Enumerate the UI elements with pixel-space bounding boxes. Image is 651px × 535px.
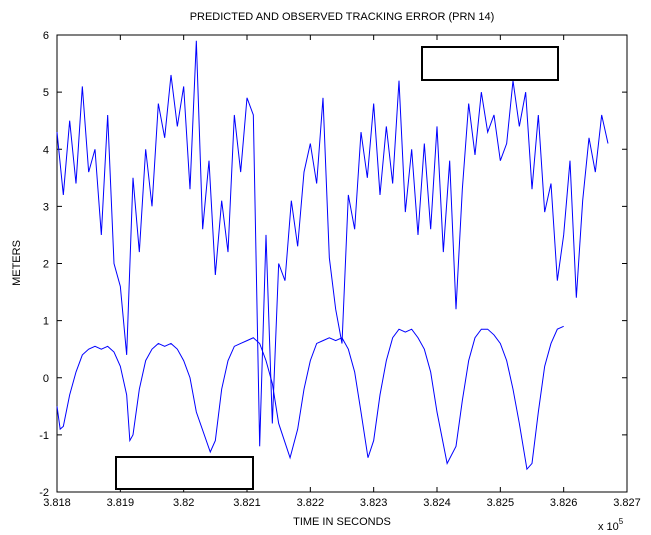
x-tick-label: 3.824 bbox=[423, 497, 451, 509]
x-tick-label: 3.823 bbox=[360, 497, 388, 509]
x-tick-label: 3.826 bbox=[550, 497, 578, 509]
x-tick-label: 3.821 bbox=[233, 497, 261, 509]
y-tick-label: 1 bbox=[43, 316, 49, 328]
x-multiplier: x 105 bbox=[598, 517, 624, 533]
plot-area bbox=[56, 34, 628, 493]
y-tick-label: 5 bbox=[43, 87, 49, 99]
x-tick-label: 3.825 bbox=[487, 497, 515, 509]
y-tick-label: 0 bbox=[43, 373, 49, 385]
y-tick-label: 2 bbox=[43, 259, 49, 271]
y-tick-label: 4 bbox=[43, 144, 49, 156]
x-tick-label: 3.819 bbox=[107, 497, 135, 509]
x-tick-label: 3.818 bbox=[43, 497, 71, 509]
chart-title: PREDICTED AND OBSERVED TRACKING ERROR (P… bbox=[190, 11, 495, 23]
data-line bbox=[56, 40, 609, 447]
annotation-box bbox=[115, 456, 254, 490]
y-tick-label: 6 bbox=[43, 30, 49, 42]
y-tick-label: -1 bbox=[39, 430, 49, 442]
y-tick-label: -2 bbox=[39, 487, 49, 499]
y-axis-label: METERS bbox=[11, 240, 23, 286]
x-tick-label: 3.827 bbox=[613, 497, 641, 509]
data-line bbox=[56, 325, 564, 471]
x-tick-label: 3.82 bbox=[173, 497, 194, 509]
x-multiplier-exponent: 5 bbox=[619, 517, 624, 526]
x-axis-label: TIME IN SECONDS bbox=[293, 516, 391, 528]
x-multiplier-base: x 10 bbox=[598, 521, 619, 533]
x-tick-label: 3.822 bbox=[297, 497, 325, 509]
y-tick-label: 3 bbox=[43, 201, 49, 213]
annotation-box bbox=[421, 46, 559, 81]
